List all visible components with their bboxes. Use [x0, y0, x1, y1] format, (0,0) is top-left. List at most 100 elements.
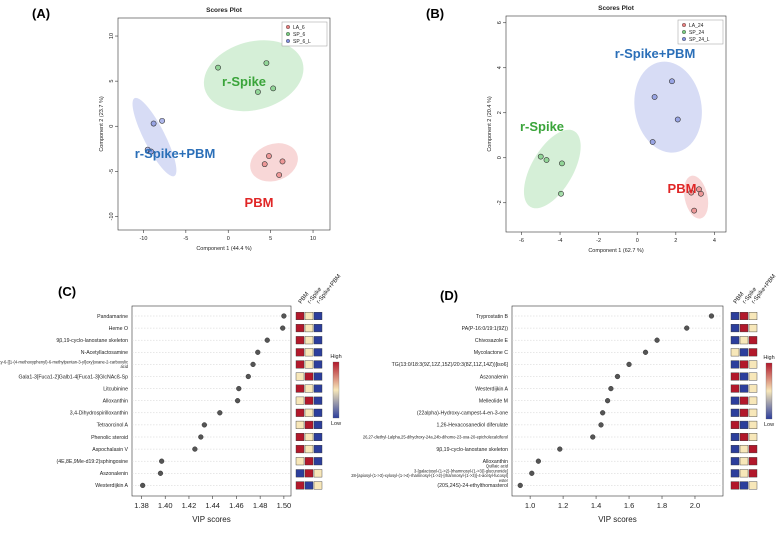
metabolite-label: Quillaic acid 3-[galactosyl-(1->2)-[rhamn… [351, 464, 508, 483]
vip-point [535, 458, 541, 464]
heat-cell [748, 469, 758, 478]
x-tick-label: 10 [310, 236, 316, 242]
x-tick-label: 1.44 [205, 501, 220, 510]
x-tick-label: 1.0 [525, 501, 535, 510]
heat-cell [313, 420, 323, 429]
vip-point [280, 325, 286, 331]
heat-cell [295, 469, 305, 478]
group-ellipse [203, 40, 304, 112]
plot-frame [117, 17, 331, 231]
color-scale-bar [332, 361, 340, 419]
panel-label-c: (C) [58, 284, 76, 299]
heat-cell [739, 445, 749, 454]
vip-point [201, 422, 207, 428]
heat-cell [313, 384, 323, 393]
vip-point [684, 325, 690, 331]
score-point [263, 60, 270, 67]
vip-point [590, 434, 596, 440]
heat-cell [739, 372, 749, 381]
heat-cell [739, 457, 749, 466]
vip-point [598, 422, 604, 428]
heat-cell [730, 445, 740, 454]
score-point [159, 117, 165, 124]
score-point [255, 89, 261, 95]
metabolite-label: Aszonalenin [100, 471, 128, 477]
heat-cell [739, 481, 749, 490]
panel-label-d: (D) [440, 288, 458, 303]
heat-cell [730, 384, 740, 393]
heat-cell [748, 372, 758, 381]
vip-point [708, 313, 715, 319]
legend-marker [682, 37, 687, 42]
heat-cell [304, 408, 314, 417]
heat-cell [304, 384, 314, 393]
group-ellipse [634, 61, 702, 153]
chart-title: Scores Plot [598, 5, 635, 12]
heat-cell [295, 324, 305, 333]
metabolite-label: Chivosazole E [475, 338, 509, 344]
y-tick-label: -5 [109, 169, 115, 174]
color-scale-low-label: Low [764, 422, 774, 428]
heat-cell [748, 408, 758, 417]
legend-label: SP_6_L [293, 39, 311, 45]
y-tick-label: 6 [497, 21, 503, 24]
legend-label: LA_6 [293, 25, 305, 31]
heat-cell [313, 481, 323, 490]
heat-cell [739, 348, 749, 357]
metabolite-label: Tetraorcinol A [97, 423, 129, 429]
x-axis-label: Component 1 (62.7 %) [588, 248, 644, 254]
score-point [649, 139, 656, 145]
y-axis-label: Component 2 (20.4 %) [487, 96, 493, 152]
group-ellipse [250, 143, 298, 182]
heat-cell [295, 372, 305, 381]
heat-cell [748, 324, 758, 333]
metabolite-label: Tryprostatin B [476, 314, 509, 320]
x-tick-label: 5 [269, 236, 272, 242]
heat-cell [295, 360, 305, 369]
heat-cell [730, 481, 740, 490]
heat-cell [739, 312, 749, 321]
vip-point [517, 482, 523, 489]
x-tick-label: 1.38 [134, 501, 149, 510]
vip-point [654, 337, 660, 343]
metabolite-label: TG(13:0/18:3(9Z,12Z,15Z)/20:3(8Z,11Z,14Z… [392, 362, 509, 368]
heat-cell [304, 372, 314, 381]
vip-point [255, 349, 261, 355]
heat-cell [730, 408, 740, 417]
heat-cell [313, 324, 323, 333]
score-point [691, 207, 698, 214]
legend-marker [682, 30, 687, 35]
y-tick-label: -2 [497, 200, 503, 205]
color-scale-bar [765, 362, 773, 420]
vip-plot-c: Pandamarine Heme O 9β,19-cyclo-lanostane s… [0, 274, 342, 524]
y-axis-label: Component 2 (23.7 %) [99, 96, 105, 152]
vip-point [235, 398, 241, 404]
heat-cell [748, 312, 758, 321]
y-tick-label: -10 [109, 212, 115, 220]
heat-cell [304, 312, 314, 321]
chart-title: Scores Plot [206, 7, 243, 14]
heat-cell [748, 384, 758, 393]
metabolite-label: Melleolide M [479, 399, 508, 405]
x-axis-label: VIP scores [192, 515, 231, 524]
metabolite-label: 1,26-Hexacosanediol diferulate [436, 423, 508, 429]
heat-cell [313, 408, 323, 417]
metabolite-label: 9β,19-cyclo-lanostane skeleton [436, 447, 508, 453]
scores-plot-b: Scores Plot -6 -4 -2 0 2 4 -2 0 2 4 6 Component 1 (6… [487, 5, 727, 254]
metabolite-label: Gala1-3[Fuca1-2]Galb1-4[Fuca1-3]GlcNAcß-… [18, 374, 128, 380]
heat-cell [295, 481, 305, 490]
vip-point [614, 373, 621, 380]
heat-cell [295, 312, 305, 321]
metabolite-label: 9β,19-cyclo-lanostane skeleton [56, 338, 128, 344]
heat-cell [304, 360, 314, 369]
metabolite-label: N-Acetyllactosamine [81, 350, 128, 356]
heat-cell [295, 396, 305, 405]
panel-label-a: (A) [32, 6, 50, 21]
metabolite-label: (4E,8E,9Me-d19:2)sphingosine [56, 459, 128, 465]
y-tick-label: 5 [109, 80, 115, 83]
heat-cell [313, 348, 323, 357]
heat-cell [304, 469, 314, 478]
heat-cell [739, 336, 749, 345]
score-point [279, 158, 286, 165]
